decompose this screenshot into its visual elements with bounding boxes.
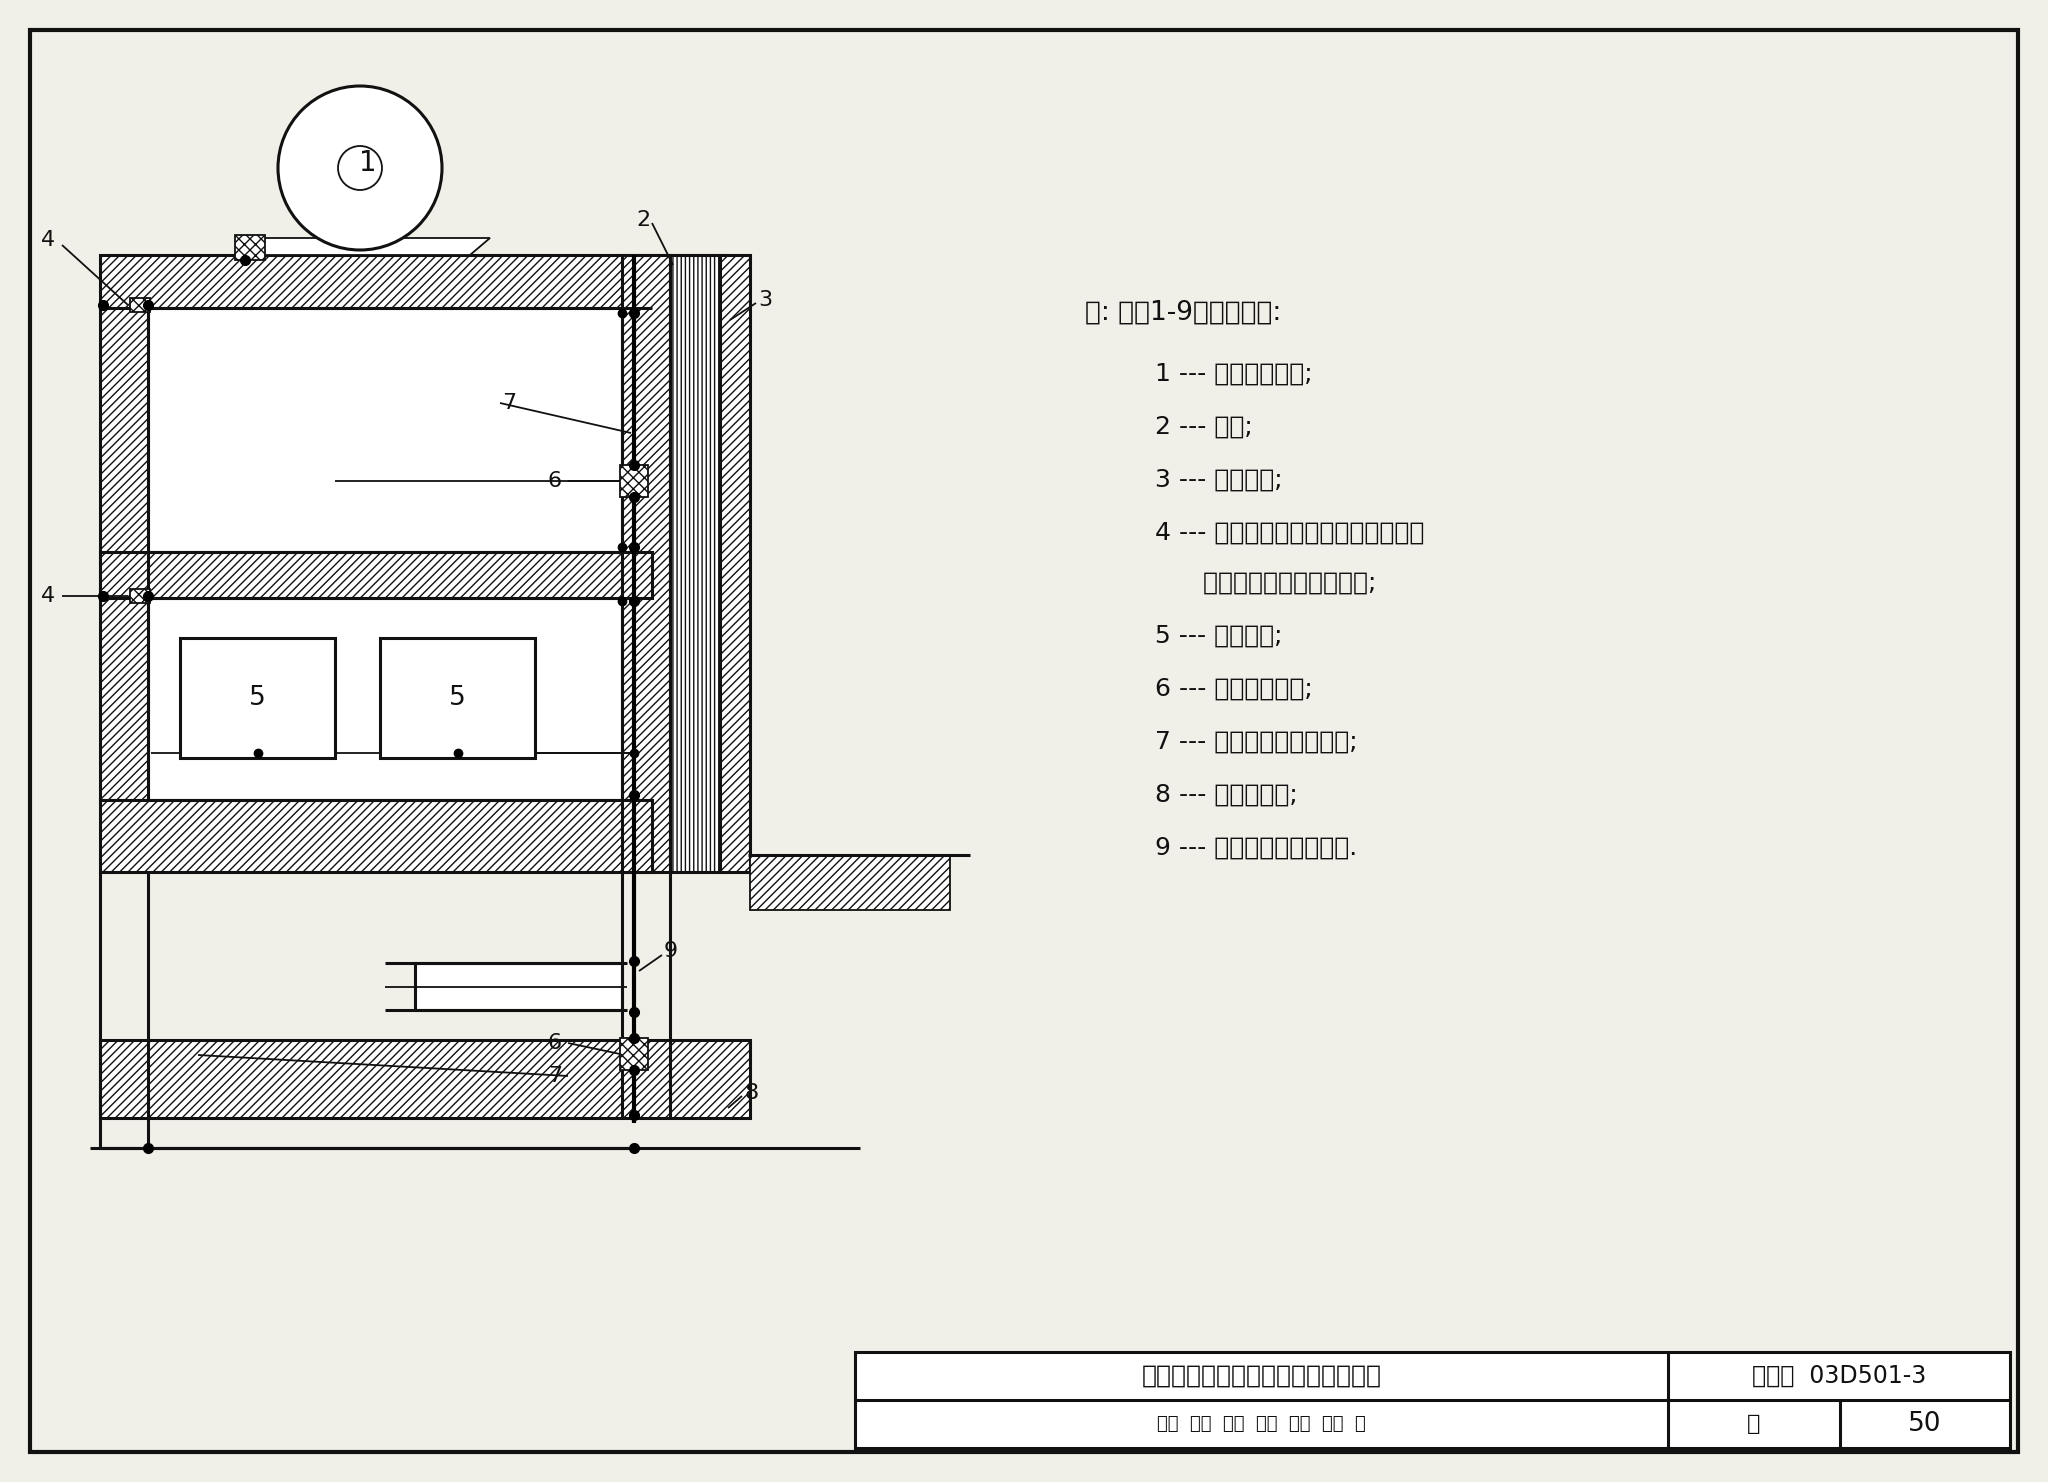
Bar [100,1040,750,1117]
Text: 1: 1 [358,150,377,176]
Bar [623,255,670,871]
Text: 注: 图中1-9的标注代表:: 注: 图中1-9的标注代表: [1085,299,1282,326]
Text: 7 --- 钢筋混凝土内的钢筋;: 7 --- 钢筋混凝土内的钢筋; [1155,731,1358,754]
Text: 3 --- 金属立面;: 3 --- 金属立面; [1155,468,1282,492]
Text: 6: 6 [549,471,561,491]
Text: 8 --- 基础接地体;: 8 --- 基础接地体; [1155,782,1298,808]
Bar [129,298,150,313]
Text: 6: 6 [549,1033,561,1054]
Bar [147,599,623,800]
Text: 4 --- 用电设备与公用接地系统在地面: 4 --- 用电设备与公用接地系统在地面 [1155,522,1423,545]
Text: 9: 9 [664,941,678,960]
Bar [416,963,623,1011]
Bar [670,255,721,871]
Text: 5: 5 [250,685,266,711]
Text: 9 --- 各种管线的共用入口.: 9 --- 各种管线的共用入口. [1155,836,1358,860]
Bar [721,255,750,871]
Bar [621,1037,647,1070]
Circle shape [338,147,383,190]
Bar [854,1352,2009,1448]
Text: 上预埋件的等电位连接点;: 上预埋件的等电位连接点; [1155,571,1376,594]
Text: 7: 7 [549,1066,561,1086]
Text: 4: 4 [41,585,55,606]
Text: 6 --- 等电位连接带;: 6 --- 等电位连接带; [1155,677,1313,701]
Bar [100,800,651,871]
Bar [100,308,147,800]
Text: 5 --- 用电设备;: 5 --- 用电设备; [1155,624,1282,648]
Text: 建筑物内与钢筋做等电位连接的例子: 建筑物内与钢筋做等电位连接的例子 [1141,1363,1382,1389]
Circle shape [279,86,442,250]
Text: 8: 8 [745,1083,760,1103]
Bar [129,588,150,603]
Text: 50: 50 [1909,1411,1942,1438]
Text: 4: 4 [41,230,55,250]
Text: 7: 7 [502,393,516,413]
Text: 3: 3 [758,290,772,310]
Polygon shape [240,239,489,255]
Bar [236,236,264,259]
Bar [100,255,725,308]
Bar [147,308,623,551]
Bar [100,551,651,599]
Text: 图集号  03D501-3: 图集号 03D501-3 [1751,1363,1925,1389]
Bar [750,855,950,910]
Bar [621,465,647,496]
Text: 5: 5 [449,685,465,711]
Text: 审核  批复  对量  及规  设计  标维  审: 审核 批复 对量 及规 设计 标维 审 [1157,1415,1366,1433]
Bar [180,637,336,757]
Text: 2: 2 [635,210,649,230]
Text: 页: 页 [1747,1414,1761,1435]
Text: 2 --- 钢柱;: 2 --- 钢柱; [1155,415,1253,439]
Text: 1 --- 大型用电设备;: 1 --- 大型用电设备; [1155,362,1313,385]
Bar [381,637,535,757]
